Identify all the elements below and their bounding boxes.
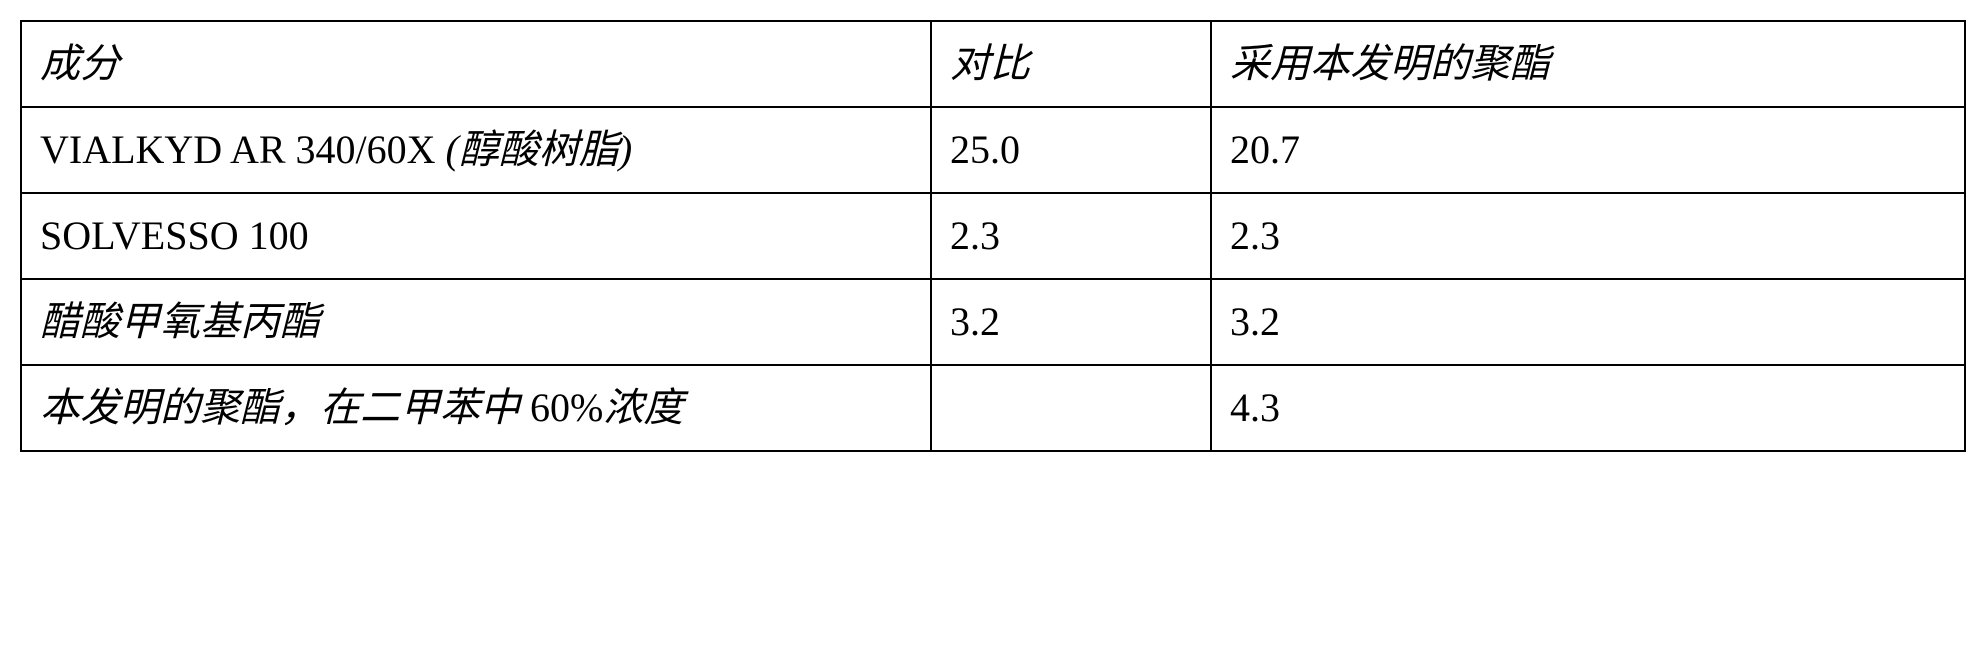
- header-invention: 采用本发明的聚酯: [1211, 21, 1965, 107]
- table-row: VIALKYD AR 340/60X (醇酸树脂) 25.0 20.7: [21, 107, 1965, 193]
- cell-control: 2.3: [931, 193, 1211, 279]
- value-invention: 20.7: [1230, 127, 1300, 172]
- header-ingredient: 成分: [21, 21, 931, 107]
- cell-invention: 2.3: [1211, 193, 1965, 279]
- cell-ingredient: 醋酸甲氧基丙酯: [21, 279, 931, 365]
- ingredient-latin: VIALKYD AR 340/60X: [40, 127, 446, 172]
- header-control: 对比: [931, 21, 1211, 107]
- ingredient-latin-mid: 60%: [530, 385, 603, 430]
- header-ingredient-label: 成分: [40, 41, 120, 86]
- cell-ingredient: SOLVESSO 100: [21, 193, 931, 279]
- cell-ingredient: 本发明的聚酯，在二甲苯中 60%浓度: [21, 365, 931, 451]
- ingredient-cjk-part2: 浓度: [603, 385, 683, 430]
- composition-table: 成分 对比 采用本发明的聚酯 VIALKYD AR 340/60X (醇酸树脂)…: [20, 20, 1966, 452]
- cell-ingredient: VIALKYD AR 340/60X (醇酸树脂): [21, 107, 931, 193]
- header-control-label: 对比: [950, 41, 1030, 86]
- table-row: 醋酸甲氧基丙酯 3.2 3.2: [21, 279, 1965, 365]
- value-control: 3.2: [950, 299, 1000, 344]
- ingredient-latin: SOLVESSO 100: [40, 213, 309, 258]
- cell-control: 3.2: [931, 279, 1211, 365]
- header-invention-label: 采用本发明的聚酯: [1230, 41, 1550, 86]
- table-header-row: 成分 对比 采用本发明的聚酯: [21, 21, 1965, 107]
- value-invention: 4.3: [1230, 385, 1280, 430]
- table-row: 本发明的聚酯，在二甲苯中 60%浓度 4.3: [21, 365, 1965, 451]
- ingredient-cjk: (醇酸树脂): [446, 127, 633, 172]
- cell-control: [931, 365, 1211, 451]
- ingredient-cjk: 醋酸甲氧基丙酯: [40, 299, 320, 344]
- value-control: 2.3: [950, 213, 1000, 258]
- cell-invention: 20.7: [1211, 107, 1965, 193]
- value-invention: 2.3: [1230, 213, 1280, 258]
- table-row: SOLVESSO 100 2.3 2.3: [21, 193, 1965, 279]
- cell-control: 25.0: [931, 107, 1211, 193]
- cell-invention: 4.3: [1211, 365, 1965, 451]
- value-control: 25.0: [950, 127, 1020, 172]
- cell-invention: 3.2: [1211, 279, 1965, 365]
- value-invention: 3.2: [1230, 299, 1280, 344]
- ingredient-cjk-part1: 本发明的聚酯，在二甲苯中: [40, 385, 530, 430]
